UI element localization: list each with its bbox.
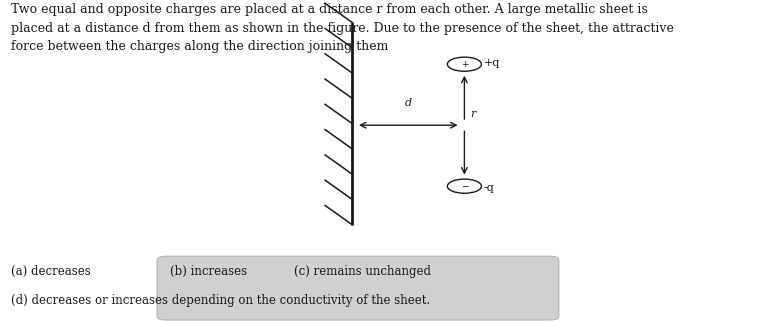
Text: (d) decreases or increases depending on the conductivity of the sheet.: (d) decreases or increases depending on … <box>11 294 430 307</box>
Text: -q: -q <box>484 183 495 193</box>
Text: (a) decreases: (a) decreases <box>11 265 91 278</box>
Text: r: r <box>471 109 476 119</box>
Circle shape <box>447 57 481 71</box>
Text: Two equal and opposite charges are placed at a distance r from each other. A lar: Two equal and opposite charges are place… <box>11 3 673 53</box>
Text: d: d <box>405 98 412 108</box>
Text: (c) remains unchanged: (c) remains unchanged <box>294 265 431 278</box>
Text: (b) increases: (b) increases <box>170 265 248 278</box>
Text: +: + <box>461 60 468 69</box>
Circle shape <box>447 179 481 193</box>
FancyBboxPatch shape <box>157 256 559 320</box>
Text: +q: +q <box>484 57 500 68</box>
Text: −: − <box>461 182 468 191</box>
